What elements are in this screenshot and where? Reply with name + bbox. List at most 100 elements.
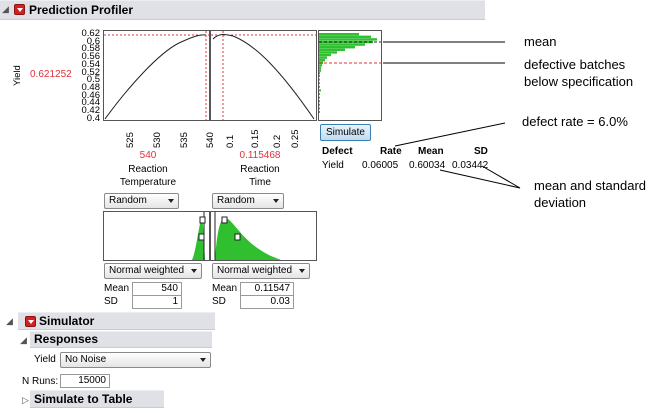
time-distribution-plot[interactable]	[210, 211, 317, 261]
histogram-bar	[319, 100, 320, 103]
time-distribution-fill	[215, 218, 281, 260]
histogram-bar	[319, 59, 325, 62]
temperature-mode-select[interactable]: Random	[104, 193, 179, 209]
histogram-bar	[319, 43, 365, 46]
time-value: 0.115468	[239, 150, 281, 161]
annotation-defective-line2: below specification	[524, 74, 634, 89]
simulate-button[interactable]: Simulate	[320, 124, 371, 141]
histogram-bar	[319, 78, 320, 81]
histogram-bar	[319, 38, 377, 41]
temperature-mean-label: Mean	[104, 283, 130, 294]
histogram-bar	[319, 53, 331, 57]
stats-rate: 0.06005	[362, 160, 399, 171]
chevron-down-icon	[273, 199, 279, 203]
distribution-handle[interactable]	[199, 216, 206, 224]
callout-line-mean-sd-2	[481, 165, 521, 189]
profiler-menu-button[interactable]	[14, 4, 25, 15]
profile-plot-temperature[interactable]	[103, 30, 210, 121]
collapse-triangle-icon[interactable]: ◢	[2, 4, 9, 14]
y-tick-label: 0.5	[86, 74, 100, 86]
simulate-to-table-bar[interactable]	[30, 390, 164, 408]
nruns-field[interactable]: 15000	[60, 374, 110, 388]
stats-header-defect: Defect	[322, 146, 353, 157]
time-name-line1: Reaction	[240, 164, 280, 175]
y-tick-label: 0.48	[81, 81, 101, 93]
annotation-mean-sd-line1: mean and standard	[534, 178, 647, 193]
y-tick-label: 0.4	[86, 112, 100, 124]
histogram-bar	[319, 48, 345, 51]
histogram-bar	[319, 64, 322, 67]
chevron-down-icon	[299, 269, 305, 273]
noise-select[interactable]: No Noise	[60, 352, 211, 368]
nruns-label: N Runs:	[22, 376, 59, 387]
collapse-triangle-icon[interactable]: ◢	[6, 316, 13, 326]
stats-header-mean: Mean	[418, 146, 444, 157]
annotation-mean: mean	[524, 34, 557, 49]
histogram-bar	[319, 103, 320, 106]
temperature-name-line1: Reaction	[128, 164, 168, 175]
temperature-value: 540	[139, 150, 157, 161]
distribution-handle[interactable]	[198, 233, 205, 241]
annotation-defective-line1: defective batches	[524, 57, 626, 72]
stats-sd: 0.03442	[452, 160, 489, 171]
callout-line-mean-sd-1	[439, 169, 521, 189]
y-tick-label: 0.6	[86, 35, 100, 47]
histogram-bar	[319, 35, 371, 38]
chevron-down-icon	[168, 199, 174, 203]
temperature-dist-value: Normal weighted	[109, 265, 185, 276]
temperature-distribution-plot[interactable]	[103, 211, 210, 261]
annotation-mean-sd-line2: deviation	[534, 195, 587, 210]
y-tick-label: 0.46	[81, 89, 101, 101]
profiler-title: Prediction Profiler	[29, 3, 134, 17]
distribution-handle[interactable]	[221, 216, 228, 224]
annotation-defect-rate: defect rate = 6.0%	[522, 114, 628, 129]
y-tick-label: 0.52	[81, 66, 101, 78]
time-sd-label: SD	[212, 296, 226, 307]
collapse-triangle-icon[interactable]: ◢	[20, 335, 27, 345]
profile-plot-time[interactable]	[210, 30, 317, 121]
histogram-bar	[319, 51, 337, 54]
histogram-bar	[319, 75, 320, 77]
yield-histogram	[318, 30, 382, 121]
histogram-bar	[319, 46, 355, 49]
y-tick-label: 0.44	[81, 97, 101, 109]
time-sd-field[interactable]: 0.03	[240, 295, 294, 309]
stats-header-sd: SD	[474, 146, 488, 157]
histogram-bar	[319, 93, 320, 95]
y-tick-label: 0.56	[81, 51, 101, 63]
histogram-bar	[319, 33, 359, 36]
time-distribution-select[interactable]: Normal weighted	[212, 263, 310, 279]
histogram-bar	[319, 89, 321, 92]
simulate-to-table-title[interactable]: Simulate to Table	[34, 392, 133, 406]
simulator-header-bar	[18, 312, 215, 330]
stats-mean: 0.60034	[409, 160, 446, 171]
chevron-down-icon	[191, 269, 197, 273]
stats-header-rate: Rate	[380, 146, 402, 157]
temperature-sd-label: SD	[104, 296, 118, 307]
stats-row-label: Yield	[322, 160, 344, 171]
simulator-menu-button[interactable]	[25, 316, 36, 327]
simulator-title: Simulator	[39, 314, 95, 328]
time-mean-label: Mean	[212, 283, 238, 294]
y-tick-label: 0.58	[81, 43, 101, 55]
time-name-line2: Time	[249, 177, 271, 188]
temperature-mode-value: Random	[109, 195, 147, 206]
temperature-curve	[104, 31, 209, 120]
y-tick-label: 0.42	[81, 105, 101, 116]
y-current-value: 0.621252	[30, 69, 72, 80]
histogram-bar	[319, 69, 321, 72]
histogram-bar	[319, 82, 320, 85]
expand-triangle-icon[interactable]: ▷	[22, 395, 29, 405]
histogram-bar	[319, 96, 320, 99]
time-curve	[211, 31, 316, 120]
temperature-distribution-select[interactable]: Normal weighted	[104, 263, 202, 279]
temperature-name-line2: Temperature	[119, 177, 177, 188]
distribution-handle[interactable]	[234, 233, 241, 241]
callout-line-defect-rate	[394, 122, 506, 147]
time-mode-select[interactable]: Random	[212, 193, 284, 209]
temperature-sd-field[interactable]: 1	[132, 295, 182, 309]
histogram-bar	[319, 66, 321, 70]
histogram-bar	[319, 72, 320, 75]
time-mode-value: Random	[217, 195, 255, 206]
